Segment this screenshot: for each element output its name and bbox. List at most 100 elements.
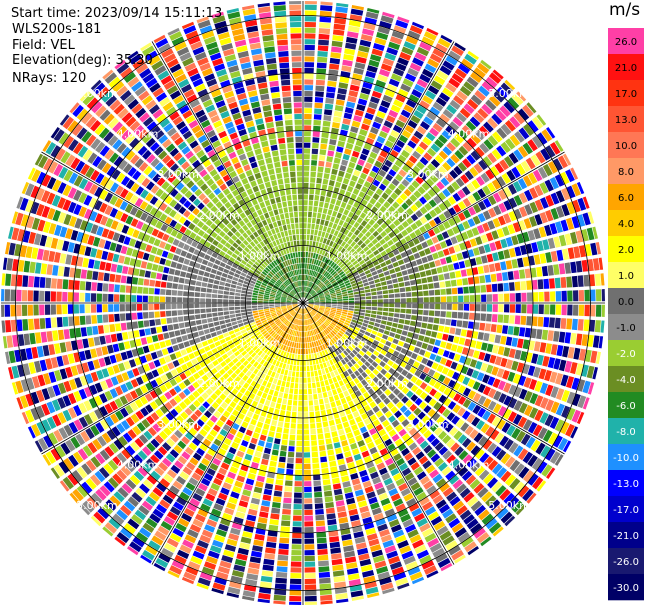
velocity-gate (200, 503, 211, 512)
velocity-gate (381, 125, 391, 134)
velocity-gate (446, 303, 452, 310)
velocity-gate (287, 322, 292, 328)
velocity-gate (233, 436, 242, 444)
velocity-gate (305, 319, 308, 326)
velocity-gate (109, 388, 118, 399)
velocity-gate (342, 378, 349, 385)
velocity-gate (400, 308, 406, 314)
velocity-gate (141, 500, 153, 511)
velocity-gate (360, 306, 366, 310)
velocity-gate (285, 346, 289, 352)
velocity-gate (331, 364, 337, 371)
velocity-gate (292, 303, 298, 305)
velocity-gate (349, 352, 356, 358)
velocity-gate (507, 183, 517, 195)
velocity-gate (115, 243, 123, 253)
velocity-gate (310, 330, 314, 336)
velocity-gate (346, 272, 353, 277)
velocity-gate (571, 377, 580, 390)
velocity-gate (410, 279, 416, 286)
velocity-gate (385, 352, 392, 359)
velocity-gate (214, 340, 221, 347)
velocity-gate (246, 514, 257, 522)
velocity-gate (440, 419, 450, 429)
velocity-gate (521, 292, 527, 302)
velocity-gate (319, 195, 325, 202)
velocity-gate (401, 164, 411, 173)
velocity-gate (51, 317, 57, 328)
velocity-gate (328, 260, 333, 266)
velocity-gate (365, 310, 371, 314)
velocity-gate (354, 263, 361, 269)
velocity-gate (338, 135, 347, 142)
velocity-gate (397, 88, 409, 98)
velocity-gate (69, 328, 76, 339)
velocity-gate (169, 388, 177, 397)
velocity-gate (512, 414, 523, 425)
velocity-gate (35, 262, 42, 274)
velocity-gate (133, 470, 145, 481)
velocity-gate (531, 135, 543, 149)
velocity-gate (227, 368, 234, 376)
velocity-gate (363, 181, 371, 189)
velocity-gate (244, 323, 251, 329)
velocity-gate (421, 182, 430, 191)
velocity-gate (453, 204, 462, 213)
velocity-gate (236, 431, 244, 439)
velocity-gate (347, 231, 353, 238)
velocity-gate (234, 303, 240, 307)
velocity-gate (304, 96, 313, 102)
velocity-gate (170, 369, 179, 377)
velocity-gate (274, 348, 280, 354)
velocity-gate (295, 463, 302, 470)
velocity-gate (307, 306, 313, 310)
velocity-gate (476, 372, 485, 382)
velocity-gate (240, 306, 246, 310)
velocity-gate (217, 303, 223, 307)
velocity-gate (314, 315, 319, 320)
velocity-gate (303, 435, 310, 441)
velocity-gate (504, 304, 510, 313)
velocity-gate (345, 331, 351, 337)
velocity-gate (505, 236, 514, 247)
velocity-gate (364, 404, 371, 412)
velocity-gate (245, 520, 255, 528)
velocity-gate (220, 518, 231, 527)
velocity-gate (325, 214, 331, 221)
velocity-gate (79, 281, 86, 291)
velocity-gate (28, 275, 35, 288)
velocity-gate (454, 149, 464, 160)
velocity-gate (282, 351, 287, 357)
velocity-gate (440, 257, 447, 265)
velocity-gate (429, 53, 443, 64)
velocity-gate (522, 142, 533, 155)
velocity-gate (59, 480, 70, 492)
velocity-gate (383, 397, 391, 405)
velocity-gate (81, 463, 92, 475)
velocity-gate (324, 496, 334, 503)
velocity-gate (68, 279, 75, 290)
velocity-gate (217, 311, 224, 316)
velocity-gate (380, 63, 392, 72)
velocity-gate (455, 234, 464, 243)
velocity-gate (261, 392, 268, 399)
velocity-gate (457, 189, 466, 199)
velocity-gate (368, 101, 378, 110)
velocity-gate (196, 582, 209, 590)
velocity-gate (325, 385, 331, 392)
velocity-gate (221, 342, 228, 349)
velocity-gate (427, 188, 436, 198)
velocity-gate (22, 319, 29, 331)
velocity-gate (304, 1, 317, 5)
velocity-gate (560, 277, 567, 288)
velocity-gate (369, 184, 378, 192)
velocity-gate (129, 474, 141, 486)
velocity-gate (312, 317, 317, 322)
velocity-gate (336, 387, 342, 394)
velocity-gate (193, 372, 201, 380)
velocity-gate (389, 332, 396, 338)
velocity-gate (446, 157, 456, 168)
velocity-gate (340, 226, 346, 233)
velocity-gate (323, 290, 329, 294)
velocity-gate (340, 385, 347, 392)
